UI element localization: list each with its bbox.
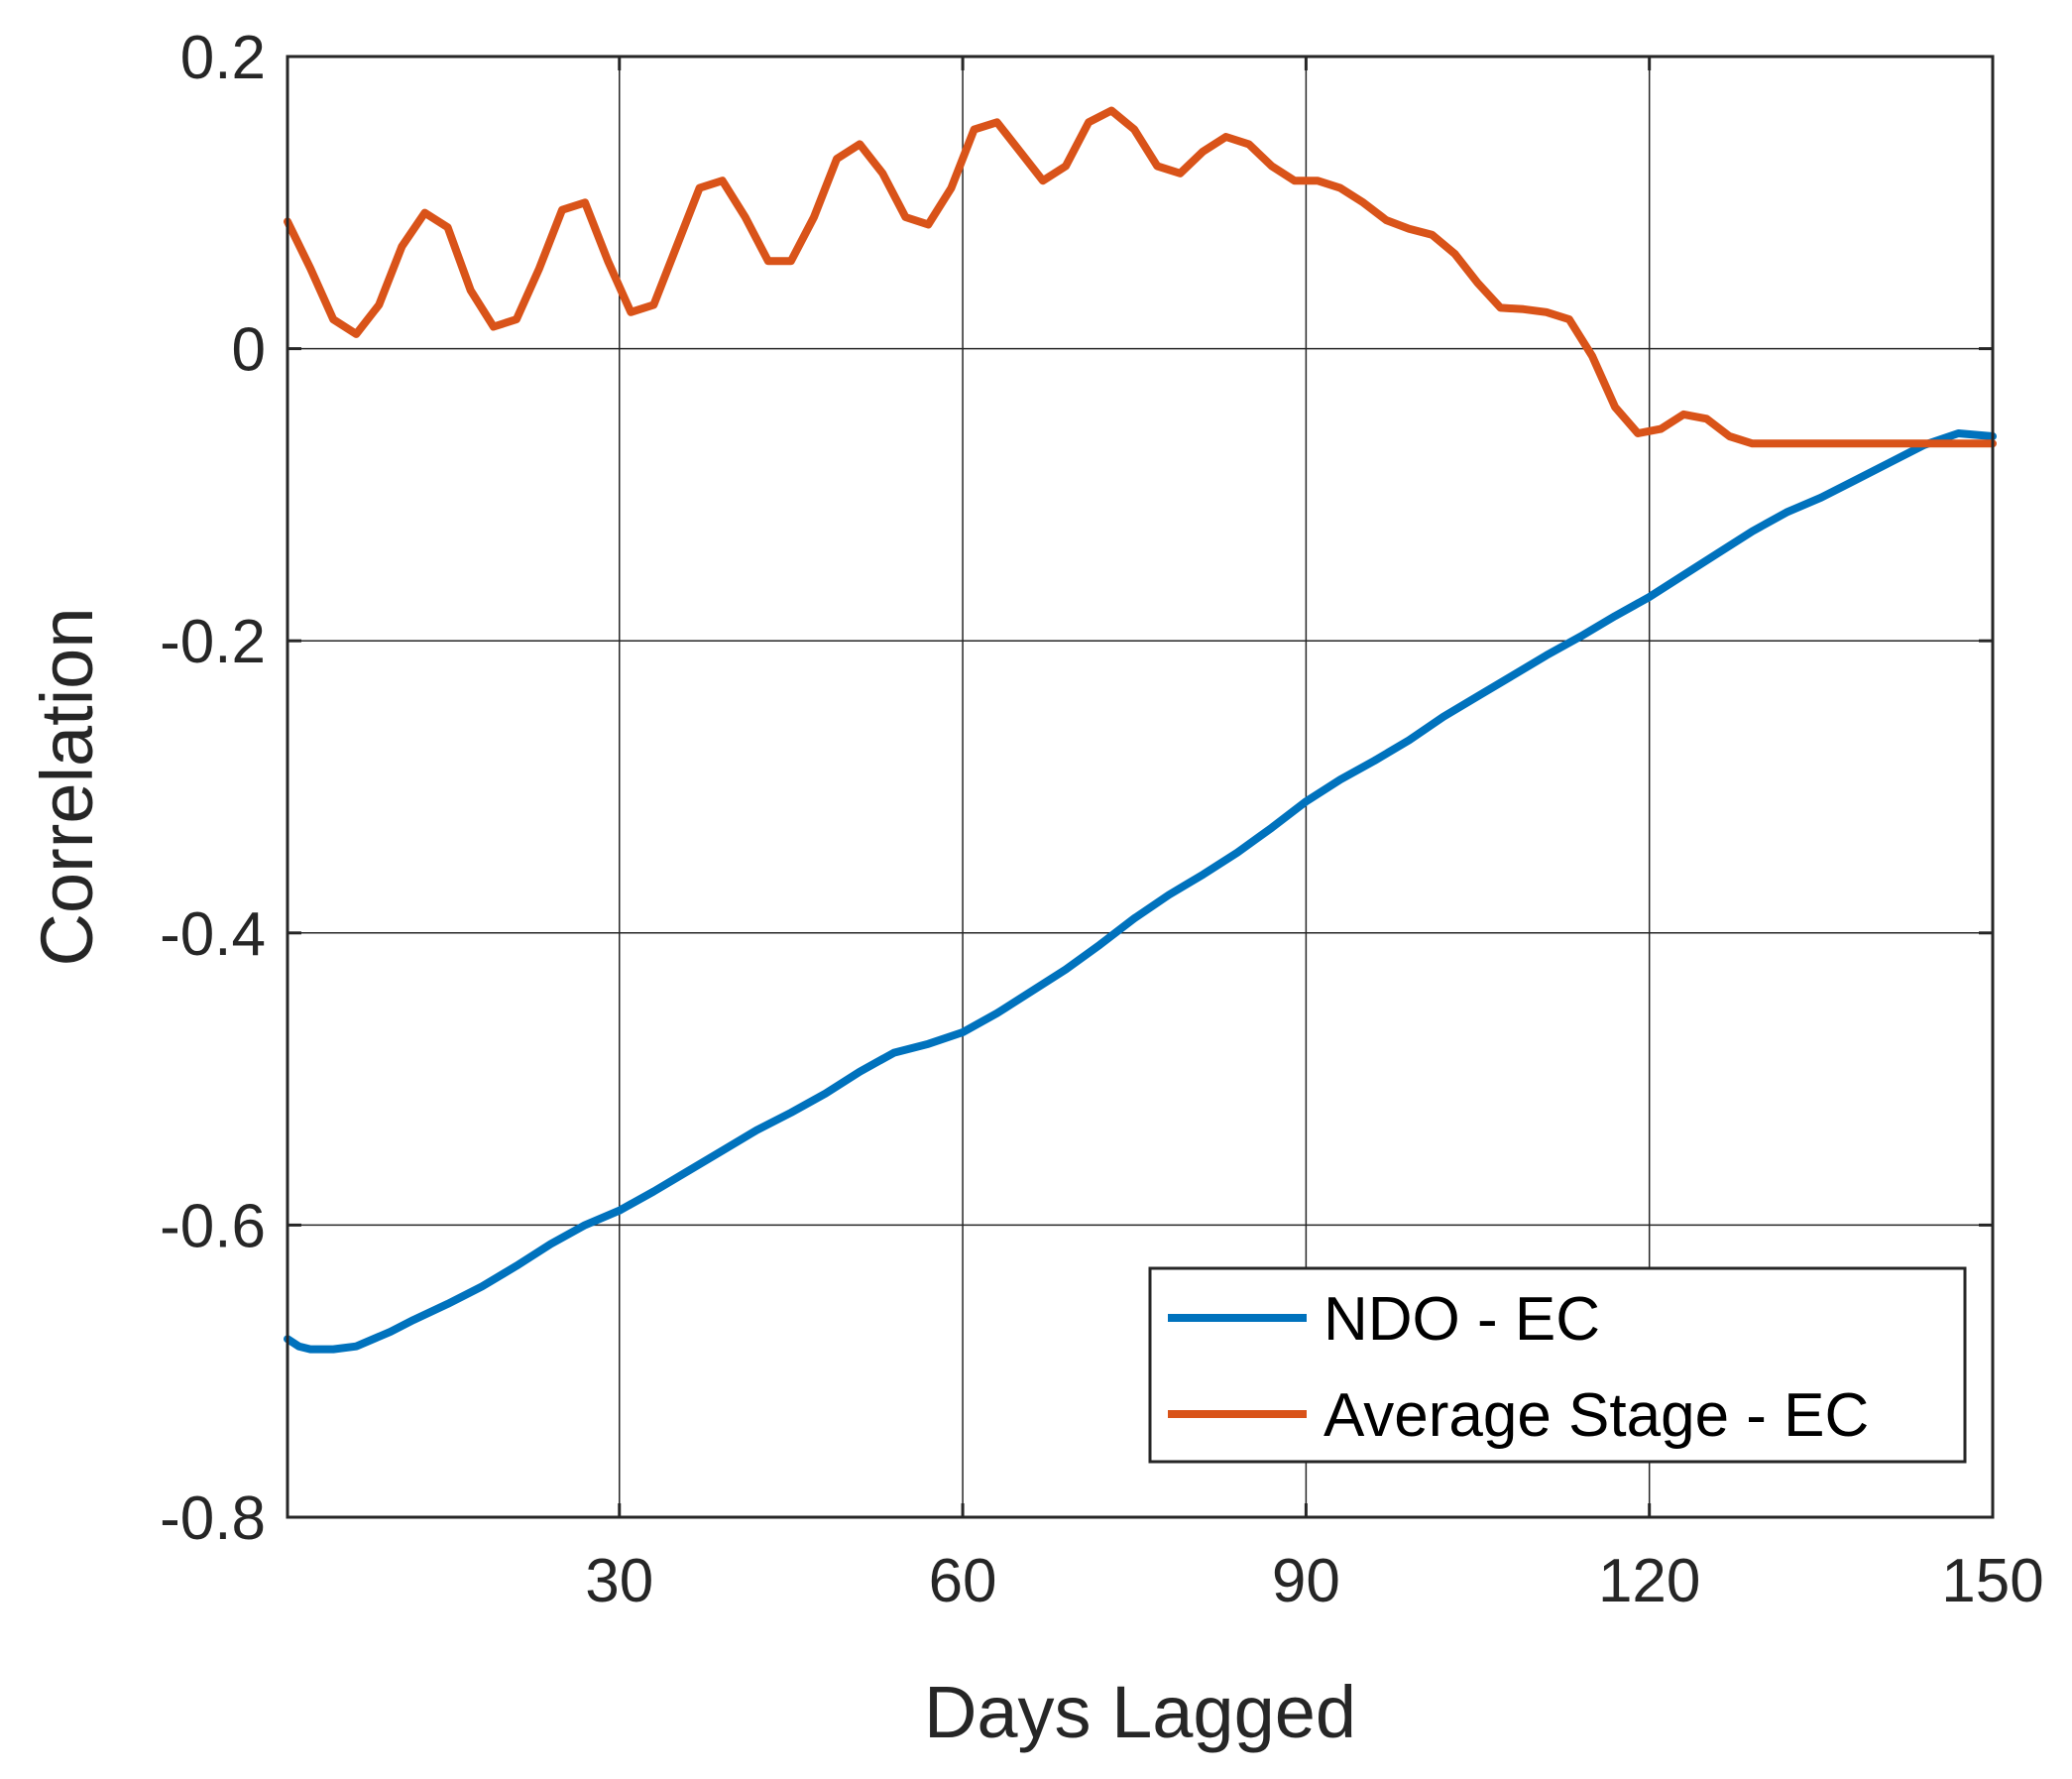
- x-tick-label: 30: [585, 1547, 653, 1615]
- axis-ticks: 30 60 90 120 150 -0.8 -0.6 -0.4 -0.2 0 0.2: [160, 24, 2044, 1615]
- y-tick-label: 0: [232, 316, 266, 385]
- y-tick-label: -0.8: [160, 1484, 266, 1553]
- y-axis-title: Correlation: [26, 608, 108, 967]
- x-tick-label: 150: [1941, 1547, 2043, 1615]
- legend-box: [1148, 1266, 1967, 1464]
- plot-frame: [286, 55, 1995, 1519]
- y-tick-label: -0.6: [160, 1192, 266, 1260]
- y-tick-label: -0.2: [160, 608, 266, 676]
- series-line-ndo-ec: [284, 429, 1997, 1354]
- x-axis-title: Days Lagged: [924, 1671, 1356, 1753]
- series-line-average-stage-ec: [284, 106, 1997, 448]
- legend-label-average-stage-ec: Average Stage - EC: [1324, 1381, 1869, 1450]
- y-tick-label: 0.2: [180, 24, 266, 92]
- legend: NDO - EC Average Stage - EC: [1148, 1266, 1967, 1464]
- legend-label-ndo-ec: NDO - EC: [1324, 1285, 1600, 1354]
- x-tick-label: 60: [929, 1547, 997, 1615]
- data-series: [284, 106, 1997, 1354]
- x-tick-label: 90: [1272, 1547, 1340, 1615]
- x-tick-label: 120: [1598, 1547, 1700, 1615]
- y-tick-label: -0.4: [160, 900, 266, 969]
